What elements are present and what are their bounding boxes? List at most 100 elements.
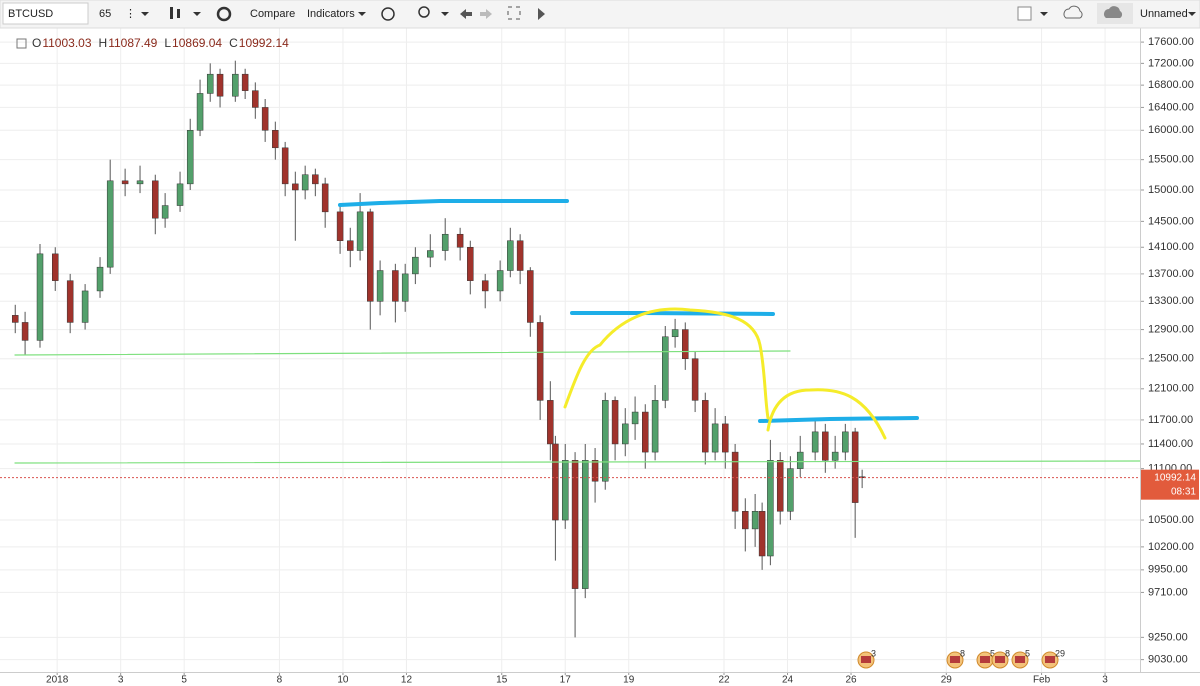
candle-body xyxy=(261,107,269,131)
ohlc-key: L xyxy=(164,36,171,50)
layout-name[interactable]: Unnamed xyxy=(1140,8,1188,20)
toolbar: BTCUSD 65 ⋮ Compare Indicators Unnamed xyxy=(0,0,1200,29)
candle-body xyxy=(731,451,739,512)
candle-body xyxy=(767,460,774,557)
load-icon[interactable] xyxy=(1063,5,1083,19)
candle-body xyxy=(336,211,344,241)
candle-body xyxy=(412,256,419,275)
candle-body xyxy=(427,250,434,258)
candle-body xyxy=(796,451,804,469)
candle-body xyxy=(66,280,74,323)
candle-body xyxy=(152,180,159,219)
dropdown[interactable] xyxy=(358,12,366,16)
event-flag xyxy=(995,656,1005,663)
candle-body xyxy=(96,266,104,292)
candle-body xyxy=(691,358,699,401)
indicators-button[interactable]: Indicators xyxy=(307,8,355,20)
candle-body xyxy=(356,211,364,251)
yellow-curve[interactable] xyxy=(563,307,770,420)
candle-body xyxy=(516,240,524,271)
compare-button[interactable]: Compare xyxy=(250,8,295,20)
x-tick-label: 5 xyxy=(181,675,187,686)
x-tick-label: 29 xyxy=(941,675,953,686)
x-tick-label: 3 xyxy=(1102,675,1108,686)
candle-body xyxy=(481,280,489,292)
candle-body xyxy=(561,460,569,521)
dropdown[interactable] xyxy=(1040,12,1048,16)
dropdown[interactable] xyxy=(141,12,149,16)
candle-body xyxy=(186,130,194,185)
candle-body xyxy=(81,290,89,323)
y-tick-label: 17200.00 xyxy=(1148,57,1194,69)
candle-body xyxy=(581,460,589,589)
fullscreen-icon[interactable] xyxy=(507,6,521,20)
candle-body xyxy=(456,233,464,248)
blue-line[interactable] xyxy=(338,199,569,207)
green-line[interactable] xyxy=(14,350,791,356)
price-axis-border xyxy=(1140,28,1141,672)
event-count: 5 xyxy=(1025,648,1030,658)
candle-body xyxy=(702,400,709,453)
candle-body xyxy=(301,174,309,191)
candle-body xyxy=(642,411,649,453)
candle-body xyxy=(441,233,449,251)
candle-body xyxy=(347,240,354,251)
blue-line[interactable] xyxy=(758,416,919,423)
y-tick-label: 13700.00 xyxy=(1148,268,1194,280)
settings-icon[interactable] xyxy=(216,6,232,22)
y-tick-label: 12100.00 xyxy=(1148,383,1194,395)
interval[interactable]: 65 xyxy=(99,8,111,20)
candle-body xyxy=(52,253,59,281)
candle-body xyxy=(831,451,839,461)
x-tick-label: 19 xyxy=(623,675,635,686)
dropdown[interactable] xyxy=(1188,12,1196,16)
x-tick-label: 8 xyxy=(277,675,283,686)
yellow-curve[interactable] xyxy=(766,388,887,440)
candle-body xyxy=(376,270,384,302)
y-tick-label: 9710.00 xyxy=(1148,586,1188,598)
y-tick-label: 11400.00 xyxy=(1148,438,1193,450)
event-flag xyxy=(980,656,990,663)
undo-icon[interactable] xyxy=(460,9,472,19)
dropdown[interactable] xyxy=(193,12,201,16)
y-tick-label: 10200.00 xyxy=(1148,541,1194,553)
event-flag xyxy=(1015,656,1025,663)
y-tick-label: 9250.00 xyxy=(1148,631,1188,643)
candle-body xyxy=(161,205,169,219)
legend: O 11003.03 H 11087.49 L 10869.04 C 10992.14 xyxy=(16,36,289,50)
candle-body xyxy=(241,73,249,91)
x-tick-label: 24 xyxy=(782,675,794,686)
interval-menu[interactable]: ⋮ xyxy=(125,8,136,20)
legend-toggle[interactable] xyxy=(16,38,27,49)
chart-style-icon[interactable] xyxy=(177,9,180,18)
time-axis-border xyxy=(0,672,1200,673)
redo-icon[interactable] xyxy=(480,9,492,19)
candle-body xyxy=(136,180,144,185)
replay-icon[interactable] xyxy=(538,8,545,20)
candle-body xyxy=(776,460,784,512)
dropdown[interactable] xyxy=(441,12,449,16)
candle-body xyxy=(106,180,114,268)
symbol-box[interactable] xyxy=(2,2,89,25)
alert-icon[interactable] xyxy=(381,7,395,21)
candle-body xyxy=(601,400,609,482)
symbol[interactable]: BTCUSD xyxy=(8,8,53,20)
green-line[interactable] xyxy=(14,460,1141,464)
candle-body xyxy=(822,431,829,461)
y-tick-label: 12500.00 xyxy=(1148,353,1194,365)
save-icon[interactable] xyxy=(1104,6,1123,18)
candle-body xyxy=(851,431,859,503)
color-box[interactable] xyxy=(1017,6,1032,21)
chart-style-icon[interactable] xyxy=(170,7,173,19)
candle-body xyxy=(571,460,579,589)
y-tick-label: 9950.00 xyxy=(1148,564,1188,576)
candle-body xyxy=(252,90,259,108)
y-tick-label: 11700.00 xyxy=(1148,414,1193,426)
candle-body xyxy=(758,511,766,557)
bar-countdown: 08:31 xyxy=(1171,486,1196,497)
blue-line[interactable] xyxy=(570,311,775,316)
candle-body xyxy=(787,468,794,512)
candle-body xyxy=(671,329,679,338)
ideas-icon[interactable] xyxy=(418,6,430,18)
candle-body xyxy=(392,270,399,302)
